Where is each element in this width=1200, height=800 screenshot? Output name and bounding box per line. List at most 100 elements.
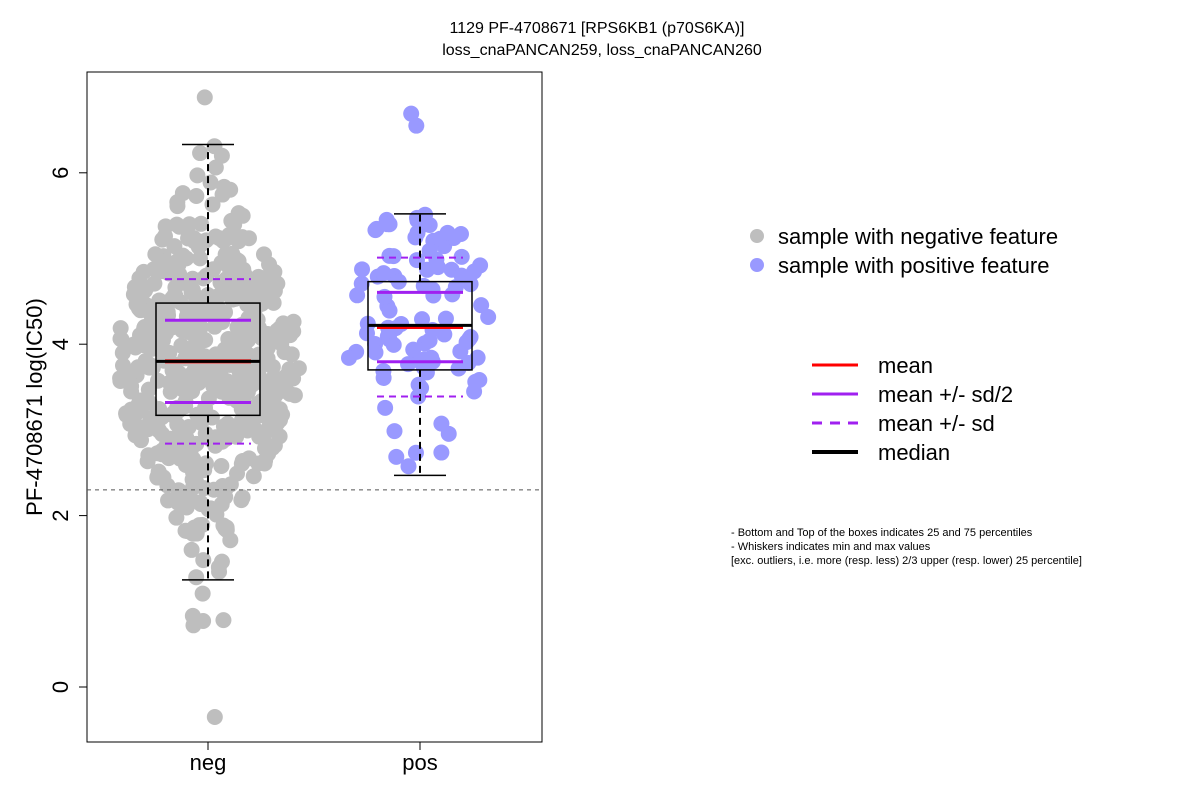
data-point [182, 442, 199, 459]
data-point [210, 300, 227, 317]
data-point [439, 224, 456, 241]
data-point [230, 205, 247, 222]
data-point [231, 360, 248, 377]
data-point [194, 585, 211, 602]
data-point [409, 224, 426, 241]
data-point [407, 444, 424, 461]
y-tick-label: 4 [48, 338, 73, 350]
data-point [214, 477, 231, 494]
note-line: [exc. outliers, i.e. more (resp. less) 2… [731, 555, 1082, 567]
data-point [141, 394, 158, 411]
data-point [253, 330, 270, 347]
data-point [142, 357, 159, 374]
data-point [452, 226, 469, 243]
y-tick-label: 2 [48, 509, 73, 521]
data-point [169, 198, 186, 215]
data-point [353, 275, 370, 292]
data-point [140, 381, 157, 398]
data-point [215, 612, 232, 629]
data-point [191, 413, 208, 430]
data-point [354, 261, 371, 278]
data-point [159, 304, 176, 321]
data-point [192, 145, 209, 162]
data-point [385, 248, 402, 265]
data-point [229, 465, 246, 482]
data-point [184, 525, 201, 542]
data-point [183, 541, 200, 558]
legend-line-label: mean +/- sd [878, 411, 995, 436]
iqr-box [155, 302, 261, 417]
data-point [140, 421, 157, 438]
data-point [238, 322, 255, 339]
data-point [222, 181, 239, 198]
data-point [167, 279, 184, 296]
data-point [211, 230, 228, 247]
chart-title: 1129 PF-4708671 [RPS6KB1 (p70S6KA)] [450, 20, 745, 37]
legend: sample with negative feature sample with … [750, 224, 1058, 465]
data-point [168, 509, 185, 526]
data-point [233, 412, 250, 429]
data-point [207, 429, 224, 446]
chart-subtitle: loss_cnaPANCAN259, loss_cnaPANCAN260 [442, 42, 762, 59]
data-point [204, 196, 221, 213]
data-point [172, 294, 189, 311]
data-point [136, 318, 153, 335]
data-point [189, 167, 206, 184]
data-point [421, 242, 438, 259]
data-point [340, 349, 357, 366]
data-point [229, 388, 246, 405]
note-line: - Bottom and Top of the boxes indicates … [731, 527, 1033, 539]
data-point [125, 286, 142, 303]
data-point [285, 323, 302, 340]
legend-point-label: sample with positive feature [778, 253, 1049, 278]
data-point [405, 341, 422, 358]
data-point [386, 423, 403, 440]
data-point [414, 311, 431, 328]
data-point [230, 253, 247, 270]
x-tick-label: neg [190, 750, 227, 775]
data-point [269, 322, 286, 339]
data-point [213, 457, 230, 474]
data-point [239, 296, 256, 313]
data-point [131, 270, 148, 287]
data-point [261, 256, 278, 273]
data-point [170, 252, 187, 269]
data-point [202, 500, 219, 517]
notes: - Bottom and Top of the boxes indicates … [731, 527, 1082, 567]
data-point [253, 277, 270, 294]
data-point [381, 302, 398, 319]
data-point [437, 310, 454, 327]
y-tick-label: 0 [48, 681, 73, 693]
data-point [127, 339, 144, 356]
legend-point-marker [750, 229, 764, 243]
data-point [247, 422, 264, 439]
data-point [233, 492, 250, 509]
data-point [174, 185, 191, 202]
data-point [458, 334, 475, 351]
data-point [419, 261, 436, 278]
data-point [154, 340, 171, 357]
data-point [185, 617, 202, 634]
data-point [214, 314, 231, 331]
data-point [183, 283, 200, 300]
data-point [158, 325, 175, 342]
data-point [146, 275, 163, 292]
data-point [286, 387, 303, 404]
data-point [172, 369, 189, 386]
data-point [480, 308, 497, 325]
data-point [473, 297, 490, 314]
data-point [375, 265, 392, 282]
data-point [256, 440, 273, 457]
data-point [121, 366, 138, 383]
y-axis-label: PF-4708671 log(IC50) [22, 298, 47, 516]
data-point [180, 230, 197, 247]
data-point [385, 336, 402, 353]
data-point [156, 228, 173, 245]
data-point [170, 485, 187, 502]
data-point [181, 216, 198, 233]
data-point [193, 215, 210, 232]
legend-line-label: mean +/- sd/2 [878, 382, 1013, 407]
data-point [210, 287, 227, 304]
x-tick-label: pos [402, 750, 437, 775]
